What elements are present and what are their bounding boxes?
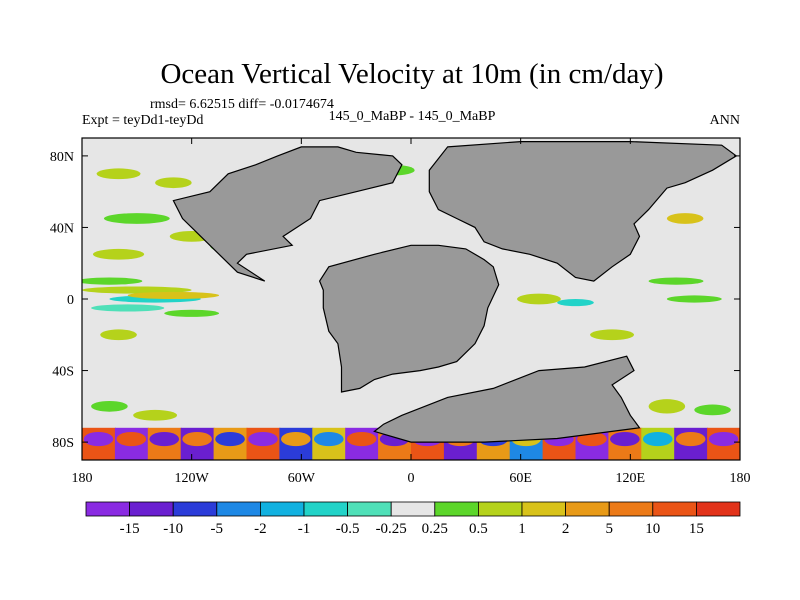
- colorbar-swatch: [347, 501, 392, 517]
- polar-band-patch: [83, 431, 114, 447]
- land-antarctica-australia: [373, 355, 641, 443]
- polar-band-patch: [281, 431, 311, 447]
- anomaly-patch: [96, 168, 141, 180]
- polar-band-patch: [675, 431, 706, 447]
- colorbar: -15 -10 -5 -2 -1 -0.5 -0.25 0.25 0.5 1 2 5 10 15: [85, 501, 741, 537]
- colorbar-swatch: [172, 501, 218, 517]
- anomaly-patch: [82, 286, 192, 294]
- x-tick-label: 180: [730, 471, 751, 486]
- anomaly-patch: [92, 248, 145, 260]
- anomaly-patch: [164, 309, 220, 317]
- anomaly-patch: [694, 404, 731, 416]
- colorbar-swatch: [434, 501, 479, 517]
- colorbar-swatch: [652, 501, 697, 517]
- colorbar-swatch: [303, 501, 348, 517]
- colorbar-label: 10: [645, 521, 660, 537]
- colorbar-label: 0.5: [469, 521, 488, 537]
- colorbar-label: 1: [518, 521, 526, 537]
- anomaly-patch: [648, 277, 704, 285]
- polar-band-patch: [116, 431, 147, 447]
- polar-band-patch: [182, 431, 212, 447]
- colorbar-swatch: [696, 501, 741, 517]
- colorbar-label: -0.25: [376, 521, 407, 537]
- anomaly-patch: [91, 304, 165, 312]
- anomaly-patch: [648, 399, 686, 414]
- colorbar-label: 15: [689, 521, 704, 537]
- x-tick-label: 0: [408, 471, 415, 486]
- anomaly-patch: [127, 291, 220, 299]
- x-tick-label: 120W: [175, 471, 210, 486]
- y-tick-label: 40N: [50, 221, 74, 236]
- x-tick-label: 120E: [616, 471, 646, 486]
- anomaly-patch: [517, 293, 561, 305]
- colorbar-swatch: [259, 501, 305, 517]
- colorbar-label: -0.5: [336, 521, 360, 537]
- colorbar-label: 0.25: [422, 521, 448, 537]
- polar-band-patch: [248, 431, 278, 447]
- colorbar-label: -5: [211, 521, 224, 537]
- y-tick-label: 80S: [52, 436, 74, 451]
- anomaly-patch: [100, 329, 137, 341]
- polar-band-patch: [215, 431, 245, 447]
- expt-label: Expt = teyDd1-teyDd: [82, 113, 203, 128]
- colorbar-label: 2: [562, 521, 570, 537]
- polar-band-patch: [708, 431, 739, 447]
- anomaly-patch: [557, 299, 594, 307]
- y-tick-label: 80N: [50, 150, 74, 165]
- land-north-america-europe: [172, 146, 403, 282]
- anomaly-patch: [133, 409, 178, 421]
- colorbar-label: -15: [120, 521, 140, 537]
- anomaly-patch: [666, 213, 704, 224]
- colorbar-label: -10: [163, 521, 183, 537]
- comparison-label: 145_0_MaBP - 145_0_MaBP: [329, 109, 496, 124]
- chart-title: Ocean Vertical Velocity at 10m (in cm/da…: [160, 58, 663, 90]
- anomaly-patch: [155, 177, 192, 189]
- colorbar-swatch: [521, 501, 566, 517]
- map-area: [82, 138, 740, 460]
- anomaly-patch: [82, 277, 143, 285]
- colorbar-label: 5: [605, 521, 613, 537]
- colorbar-label: -2: [254, 521, 267, 537]
- y-axis: 80N 40N 0 40S 80S: [50, 150, 740, 451]
- colorbar-label: -1: [298, 521, 311, 537]
- x-tick-label: 180: [72, 471, 93, 486]
- anomaly-patch: [590, 329, 634, 341]
- colorbar-swatch: [85, 501, 130, 517]
- season-label: ANN: [710, 113, 740, 128]
- x-axis: 180 120W 60W 0 60E 120E 180: [72, 138, 751, 486]
- colorbar-swatch: [129, 501, 174, 517]
- y-tick-label: 40S: [52, 365, 74, 380]
- anomaly-patch: [103, 213, 170, 224]
- colorbar-swatch: [565, 501, 610, 517]
- polar-band-patch: [642, 431, 673, 447]
- polar-band-patch: [346, 431, 377, 447]
- colorbar-swatch: [477, 501, 523, 517]
- colorbar-swatch: [216, 501, 261, 517]
- anomaly-patch: [91, 400, 128, 412]
- polar-band-patch: [149, 431, 180, 447]
- land-masks: [172, 141, 738, 443]
- y-tick-label: 0: [67, 293, 74, 308]
- x-tick-label: 60E: [509, 471, 532, 486]
- colorbar-swatch: [608, 501, 654, 517]
- stats-label: rmsd= 6.62515 diff= -0.0174674: [150, 97, 334, 112]
- southern-ocean-band: [82, 427, 740, 460]
- polar-band-patch: [313, 431, 344, 447]
- colorbar-swatch: [390, 501, 436, 517]
- x-tick-label: 60W: [288, 471, 316, 486]
- anomaly-patch: [666, 295, 722, 303]
- polar-band-patch: [610, 431, 640, 447]
- land-south-america-africa: [318, 244, 500, 393]
